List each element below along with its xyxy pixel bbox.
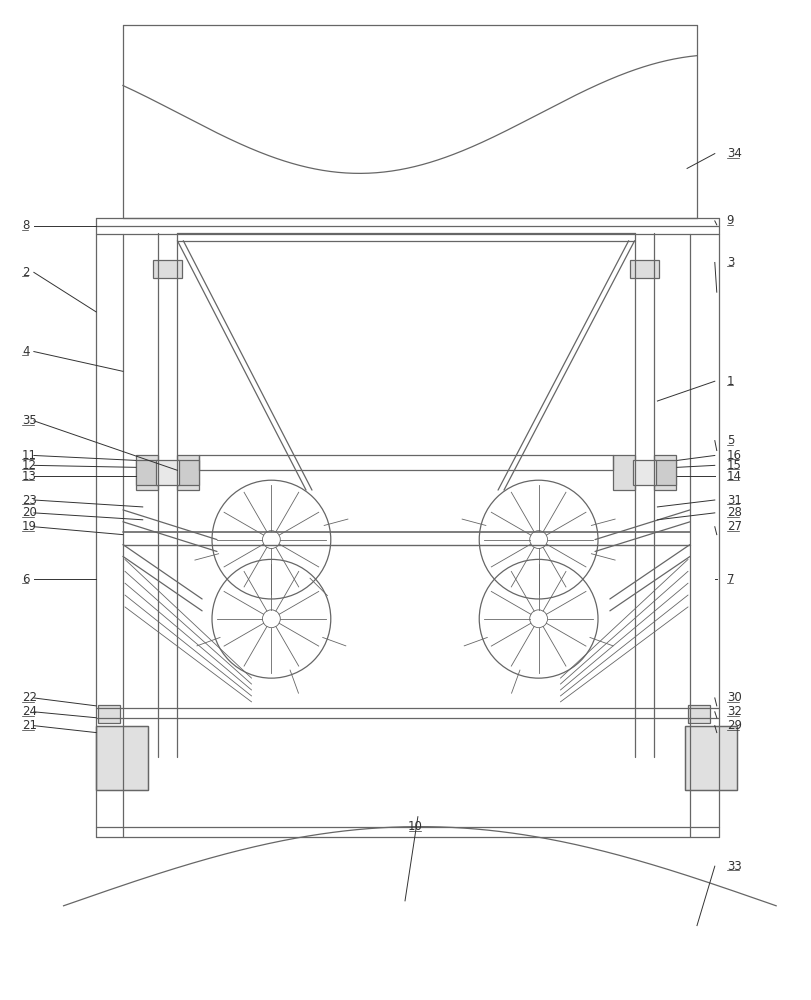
Text: 10: 10: [407, 820, 422, 833]
Bar: [152, 260, 182, 278]
Text: 2: 2: [22, 266, 29, 279]
Text: 15: 15: [726, 459, 740, 472]
Bar: [96, 726, 148, 790]
Text: 29: 29: [726, 719, 740, 732]
Bar: [684, 726, 736, 790]
Text: 6: 6: [22, 573, 29, 586]
Text: 22: 22: [22, 691, 37, 704]
Bar: [98, 705, 120, 723]
Text: 12: 12: [22, 459, 37, 472]
Text: 16: 16: [726, 449, 740, 462]
Text: 33: 33: [726, 860, 740, 873]
Bar: [177, 455, 199, 490]
Bar: [629, 260, 659, 278]
Bar: [96, 726, 148, 790]
Text: 1: 1: [726, 375, 733, 388]
Text: 30: 30: [726, 691, 740, 704]
Text: 20: 20: [22, 506, 36, 519]
Text: 34: 34: [726, 147, 740, 160]
Bar: [612, 455, 634, 490]
Bar: [654, 460, 676, 485]
Bar: [632, 460, 655, 485]
Text: 21: 21: [22, 719, 37, 732]
Bar: [135, 460, 157, 485]
Text: 11: 11: [22, 449, 37, 462]
Text: 31: 31: [726, 493, 740, 506]
Text: 32: 32: [726, 705, 740, 718]
Bar: [177, 460, 199, 485]
Text: 5: 5: [726, 434, 733, 447]
Bar: [687, 705, 709, 723]
Text: 19: 19: [22, 520, 37, 533]
Bar: [135, 455, 157, 490]
Text: 28: 28: [726, 506, 740, 519]
Text: 4: 4: [22, 345, 29, 358]
Text: 35: 35: [22, 414, 36, 427]
Text: 3: 3: [726, 256, 733, 269]
Text: 24: 24: [22, 705, 37, 718]
Text: 7: 7: [726, 573, 733, 586]
Bar: [684, 726, 736, 790]
Text: 13: 13: [22, 470, 36, 483]
Text: 27: 27: [726, 520, 740, 533]
Bar: [156, 460, 179, 485]
Bar: [654, 455, 676, 490]
Text: 8: 8: [22, 219, 29, 232]
Text: 9: 9: [726, 214, 733, 227]
Text: 14: 14: [726, 470, 740, 483]
Text: 23: 23: [22, 493, 36, 506]
